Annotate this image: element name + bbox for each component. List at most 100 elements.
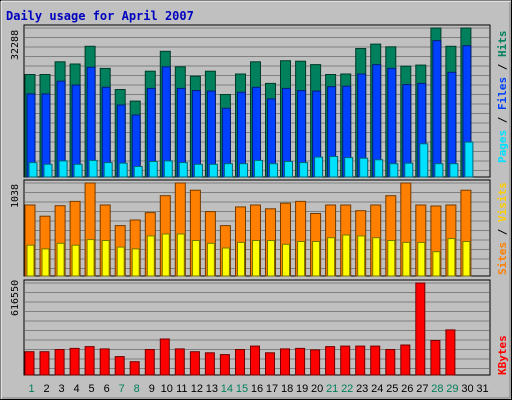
bar-sites-day-28 — [432, 251, 441, 277]
bar-kbytes-day-21 — [325, 346, 336, 376]
legend-files: Files — [496, 77, 509, 110]
bar-kbytes-day-12 — [189, 351, 200, 376]
x-label-day-8: 8 — [134, 383, 140, 395]
bar-sites-day-25 — [387, 240, 396, 277]
bar-pages-day-29 — [449, 163, 459, 178]
legend-sep-2: / — [496, 57, 509, 77]
bar-pages-day-7 — [118, 162, 128, 178]
bar-pages-day-13 — [208, 163, 218, 178]
bar-kbytes-day-18 — [280, 348, 290, 376]
x-label-day-19: 19 — [296, 383, 308, 395]
bar-kbytes-day-6 — [99, 348, 110, 376]
bar-pages-day-21 — [329, 156, 339, 178]
legend-sites: Sites — [496, 242, 509, 275]
x-label-day-30: 30 — [461, 383, 473, 395]
bar-kbytes-day-7 — [114, 356, 125, 376]
legend-middle: Sites / Visits — [496, 182, 509, 275]
x-label-day-13: 13 — [206, 383, 218, 395]
bar-sites-day-11 — [176, 233, 185, 277]
bar-sites-day-13 — [206, 242, 215, 277]
bar-kbytes-day-9 — [144, 349, 155, 376]
x-label-day-25: 25 — [386, 383, 398, 395]
bar-pages-day-11 — [178, 162, 188, 178]
bar-pages-day-28 — [434, 163, 444, 178]
bar-sites-day-16 — [252, 240, 260, 277]
bar-sites-day-26 — [402, 241, 411, 277]
bar-kbytes-day-22 — [340, 345, 351, 376]
bar-pages-day-15 — [239, 163, 248, 178]
x-label-day-10: 10 — [161, 383, 173, 395]
x-label-day-3: 3 — [59, 383, 65, 395]
bar-kbytes-day-20 — [310, 349, 321, 376]
x-label-day-16: 16 — [251, 383, 263, 395]
bar-kbytes-day-11 — [174, 348, 185, 376]
x-label-day-4: 4 — [74, 383, 80, 395]
bar-kbytes-day-26 — [400, 344, 411, 376]
bar-kbytes-day-13 — [204, 352, 215, 376]
bar-kbytes-day-25 — [385, 349, 396, 376]
bar-kbytes-day-24 — [370, 345, 381, 376]
bar-files-day-4 — [71, 84, 81, 178]
bar-kbytes-day-2 — [39, 351, 50, 376]
bar-kbytes-day-5 — [84, 346, 95, 376]
bar-pages-day-10 — [163, 160, 173, 178]
bar-files-day-25 — [387, 67, 397, 178]
x-label-day-9: 9 — [149, 383, 155, 395]
legend-pages: Pages — [496, 130, 509, 163]
bar-pages-day-17 — [269, 163, 278, 178]
bar-sites-day-30 — [462, 241, 471, 277]
bar-pages-day-14 — [223, 163, 233, 178]
bar-kbytes-day-27 — [415, 282, 426, 376]
bar-pages-day-9 — [148, 161, 158, 178]
bar-pages-day-8 — [133, 166, 143, 178]
bar-files-day-29 — [447, 71, 457, 178]
x-label-day-28: 28 — [431, 383, 443, 395]
legend-sep-1: / — [496, 110, 509, 130]
bar-kbytes-day-1 — [24, 351, 35, 376]
bar-pages-day-23 — [359, 157, 369, 178]
bar-pages-day-20 — [314, 156, 324, 178]
top-max-label: 32288 — [10, 30, 21, 60]
x-label-day-1: 1 — [28, 383, 34, 395]
x-label-day-26: 26 — [401, 383, 413, 395]
bars-layer — [24, 27, 474, 376]
bar-sites-day-19 — [297, 241, 306, 277]
bar-pages-day-25 — [389, 163, 399, 178]
bottom-max-label: 616550 — [10, 280, 21, 316]
bar-sites-day-3 — [56, 242, 65, 277]
bar-kbytes-day-8 — [129, 361, 140, 376]
bar-sites-day-29 — [447, 238, 456, 277]
bar-kbytes-day-19 — [295, 347, 306, 376]
x-label-day-12: 12 — [191, 383, 203, 395]
x-label-day-2: 2 — [43, 383, 49, 395]
bar-sites-day-7 — [116, 246, 125, 277]
x-label-day-23: 23 — [356, 383, 368, 395]
bar-kbytes-day-3 — [54, 349, 65, 376]
bar-sites-day-9 — [146, 235, 155, 277]
bar-sites-day-24 — [372, 237, 381, 277]
bar-pages-day-12 — [193, 163, 203, 178]
bar-kbytes-day-4 — [69, 347, 80, 376]
x-label-day-11: 11 — [176, 383, 187, 395]
bar-sites-day-27 — [417, 241, 426, 277]
legend-hits: Hits — [496, 31, 509, 58]
bar-sites-day-10 — [161, 233, 170, 277]
chart-title: Daily usage for April 2007 — [6, 9, 194, 23]
bar-sites-day-1 — [26, 244, 35, 277]
bar-pages-day-16 — [254, 159, 263, 178]
bar-pages-day-27 — [419, 143, 429, 178]
x-label-day-15: 15 — [236, 383, 248, 395]
x-label-day-5: 5 — [89, 383, 95, 395]
bar-sites-day-4 — [71, 244, 80, 277]
bar-pages-day-5 — [88, 159, 98, 178]
bar-kbytes-day-10 — [159, 338, 170, 376]
bar-sites-day-5 — [86, 239, 95, 277]
x-label-day-17: 17 — [266, 383, 278, 395]
bar-sites-day-18 — [282, 243, 290, 277]
bar-pages-day-4 — [73, 163, 83, 178]
bar-kbytes-day-29 — [445, 329, 456, 376]
bar-pages-day-30 — [464, 141, 474, 178]
bar-files-day-28 — [432, 40, 442, 178]
bar-kbytes-day-23 — [355, 345, 366, 376]
